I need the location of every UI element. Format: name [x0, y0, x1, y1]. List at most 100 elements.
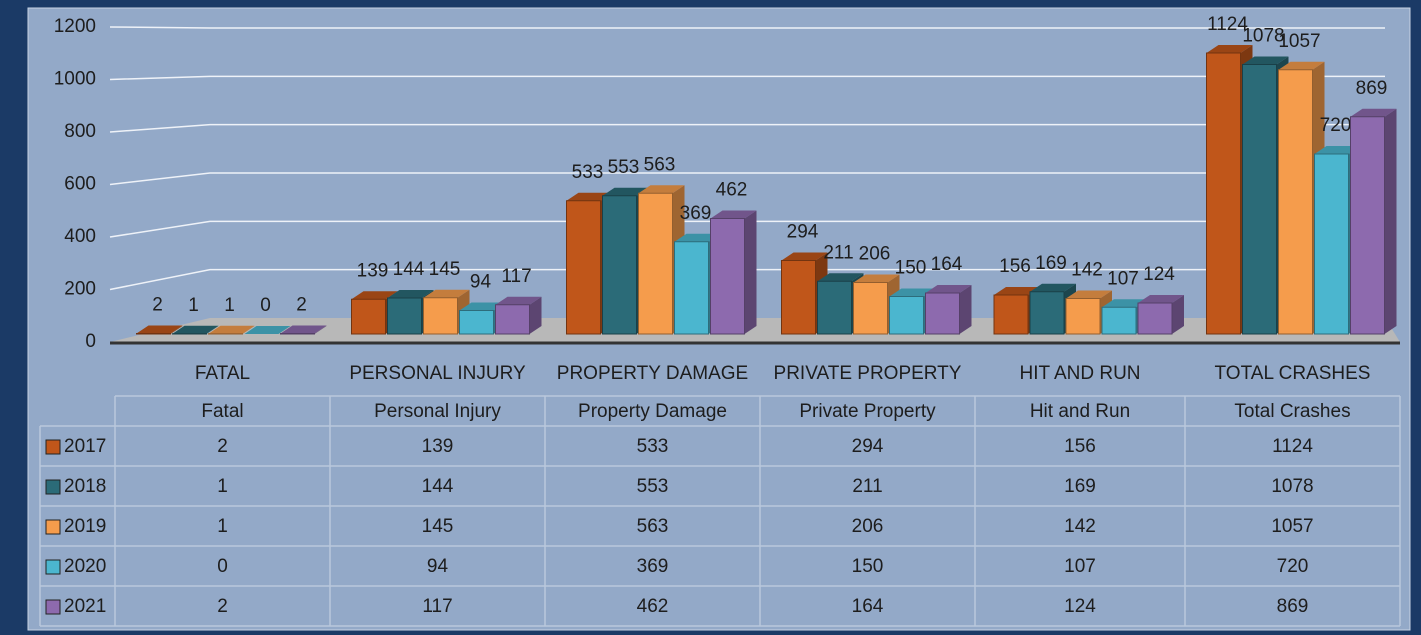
table-cell: 144 [422, 476, 454, 497]
table-cell: 169 [1064, 476, 1096, 497]
bar-top [638, 185, 685, 194]
bar [781, 260, 816, 335]
bar-top [1138, 295, 1184, 303]
bar [925, 292, 960, 335]
bar-top [459, 302, 506, 311]
bar-top [925, 285, 972, 293]
bar-side [242, 325, 255, 334]
grid-line [109, 220, 1385, 238]
bar [459, 310, 494, 335]
bar [853, 282, 888, 335]
bar [602, 195, 637, 335]
bar-top [1206, 45, 1253, 53]
table-header: Fatal [201, 401, 243, 422]
grid-line [109, 75, 1385, 81]
grid-line [109, 172, 1385, 186]
grid-line [109, 268, 1385, 291]
data-label: 1 [188, 295, 199, 316]
data-label: 2 [296, 295, 307, 316]
data-label: 553 [608, 157, 640, 178]
table-cell: 0 [217, 556, 228, 577]
data-label: 369 [680, 203, 712, 224]
bar [1314, 153, 1349, 335]
bar-top [566, 192, 613, 201]
bar [280, 333, 315, 335]
legend-label: 2018 [64, 476, 106, 497]
bar-top [387, 290, 434, 298]
table-cell: 2 [217, 596, 228, 617]
legend-label: 2021 [64, 596, 106, 617]
table-cell: 1 [217, 476, 228, 497]
data-label: 869 [1356, 78, 1388, 99]
table-cell: 1057 [1271, 516, 1313, 537]
bar [423, 297, 458, 335]
table-cell: 2 [217, 436, 228, 457]
bar-top [1314, 146, 1361, 154]
bar-top [280, 325, 327, 334]
bar [1350, 116, 1385, 335]
bar-top [1102, 299, 1148, 308]
x-tick-label: PRIVATE PROPERTY [774, 363, 962, 384]
bar-side [206, 325, 219, 334]
data-label: 0 [260, 295, 271, 316]
bar-top [710, 210, 757, 219]
bar-top [817, 273, 864, 282]
bar [351, 298, 386, 335]
bar-top [1066, 290, 1112, 299]
table-cell: 211 [852, 476, 882, 497]
table-cell: 150 [852, 556, 884, 577]
data-label: 563 [644, 154, 676, 175]
bar [1101, 306, 1137, 335]
y-tick-label: 400 [64, 226, 96, 247]
data-label: 462 [716, 180, 748, 201]
data-label: 156 [999, 256, 1031, 277]
data-label: 150 [895, 258, 927, 279]
bar-top [351, 291, 398, 300]
table-header: Total Crashes [1234, 401, 1350, 422]
table-cell: 156 [1064, 436, 1096, 457]
bar-top [674, 233, 721, 242]
table-cell: 1124 [1272, 436, 1313, 457]
data-label: 1 [224, 295, 235, 316]
bar-top [423, 289, 470, 298]
bar [1242, 64, 1277, 335]
table-header: Personal Injury [374, 401, 501, 422]
bar [1137, 302, 1173, 335]
bar-top [172, 325, 219, 334]
bar [993, 294, 1029, 335]
legend-label: 2020 [64, 556, 106, 577]
table-header: Property Damage [578, 401, 727, 422]
bar [710, 218, 745, 335]
bar [1278, 69, 1313, 335]
bar-side [959, 285, 972, 334]
bar-top [853, 274, 900, 283]
data-label: 211 [823, 242, 853, 263]
y-tick-label: 200 [64, 279, 96, 300]
table-cell: 124 [1064, 596, 1096, 617]
data-label: 124 [1143, 264, 1175, 285]
table-cell: 720 [1277, 556, 1309, 577]
data-label: 1057 [1278, 31, 1320, 52]
data-label: 533 [572, 162, 604, 183]
table-cell: 164 [852, 596, 884, 617]
legend-swatch [45, 599, 61, 615]
legend-swatch [45, 439, 61, 455]
table-cell: 533 [637, 436, 669, 457]
bar-side [1384, 108, 1397, 334]
data-label: 206 [859, 244, 891, 265]
bar [1065, 298, 1101, 335]
legend-label: 2019 [64, 516, 106, 537]
table-cell: 145 [422, 516, 454, 537]
y-tick-label: 600 [64, 174, 96, 195]
bar-top [1242, 56, 1289, 65]
table-cell: 139 [422, 436, 454, 457]
table-cell: 1078 [1271, 476, 1313, 497]
bar-top [1030, 283, 1076, 292]
data-label: 1078 [1242, 26, 1284, 47]
x-tick-label: PROPERTY DAMAGE [557, 363, 748, 384]
table-cell: 206 [852, 516, 884, 537]
bar [889, 296, 924, 335]
data-label: 144 [393, 259, 425, 280]
